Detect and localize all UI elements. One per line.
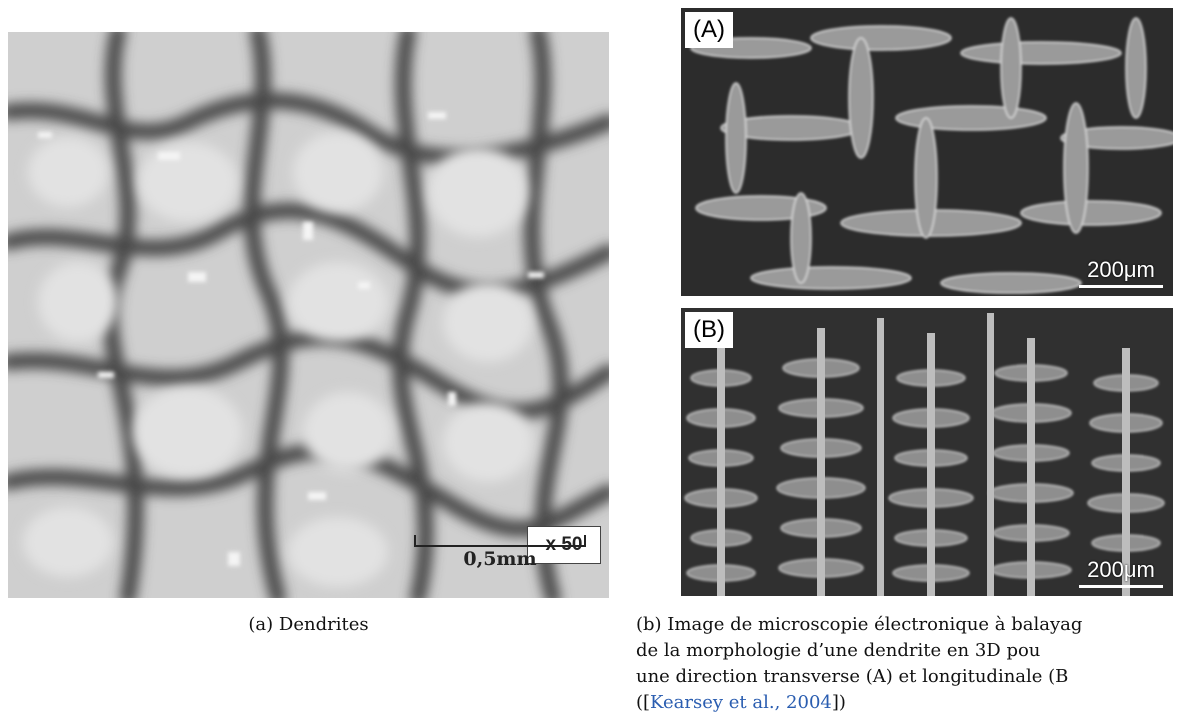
citation-link[interactable]: Kearsey et al., 2004: [650, 692, 832, 713]
caption-b-line-1: (b) Image de microscopie électronique à …: [636, 614, 1083, 635]
caption-b-line-3: une direction transverse (A) et longitud…: [636, 666, 1069, 687]
scale-bar-bottom-label: 200μm: [1087, 557, 1155, 582]
scale-bar-top: 200μm: [1079, 257, 1163, 288]
sem-image-transverse: (A) 200μm: [681, 8, 1173, 296]
caption-b-line-4: ([Kearsey et al., 2004]): [636, 690, 1176, 716]
scale-bar-top-line: [1079, 285, 1163, 288]
caption-a: (a) Dendrites: [248, 614, 369, 635]
panel-tag-b: (B): [685, 312, 733, 348]
caption-b: (b) Image de microscopie électronique à …: [636, 612, 1176, 716]
scale-bar-bottom-line: [1079, 585, 1163, 588]
scale-bar-top-label: 200μm: [1087, 257, 1155, 282]
scale-bar-a: [414, 535, 586, 547]
caption-b-ref-close: ]): [831, 692, 846, 713]
caption-b-line-2: de la morphologie d’une dendrite en 3D p…: [636, 640, 1041, 661]
dendrite-micrograph: x 50: [8, 32, 609, 598]
scale-bar-bottom: 200μm: [1079, 557, 1163, 588]
scale-bar-a-label: 0,5mm: [463, 548, 537, 570]
sem-image-longitudinal: (B) 200μm: [681, 308, 1173, 596]
caption-b-ref-open: ([: [636, 692, 651, 713]
panel-tag-a: (A): [685, 12, 733, 48]
